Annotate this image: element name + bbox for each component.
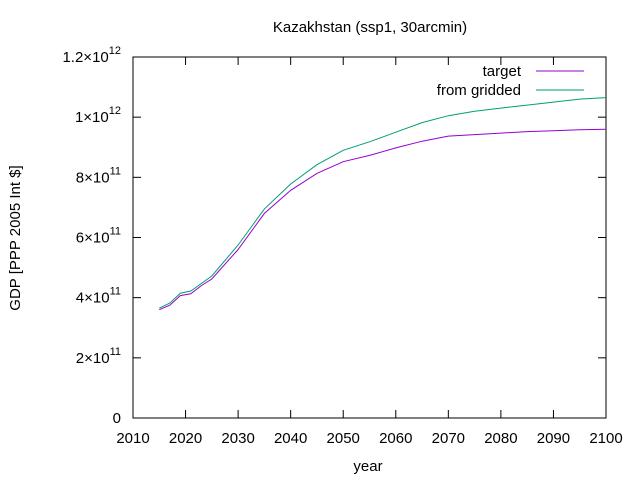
x-tick-label: 2020: [169, 430, 202, 447]
series-lines: [159, 97, 607, 311]
y-tick-label: 6×1011: [76, 226, 121, 247]
y-tick-label: 1.2×1012: [62, 45, 121, 66]
x-tick-label: 2030: [221, 430, 254, 447]
plot-frame: [132, 56, 607, 419]
x-axis-ticks: 2010 2020 2030 2040 2050 2060 2070 2080 2090 2100: [116, 57, 623, 447]
chart-title: Kazakhstan (ssp1, 30arcmin): [273, 19, 467, 36]
legend-label: target: [483, 63, 522, 80]
x-tick-label: 2100: [589, 430, 622, 447]
x-tick-label: 2010: [116, 430, 149, 447]
x-axis-label: year: [353, 458, 382, 475]
x-tick-label: 2040: [274, 430, 307, 447]
x-tick-label: 2090: [537, 430, 570, 447]
x-tick-label: 2080: [484, 430, 517, 447]
y-tick-label: 1×1012: [75, 105, 121, 126]
y-tick-label: 2×1011: [76, 346, 121, 367]
y-tick-label: 8×1011: [76, 165, 121, 186]
x-tick-label: 2050: [327, 430, 360, 447]
plot-border: [132, 56, 607, 419]
x-tick-label: 2060: [379, 430, 412, 447]
y-tick-label: 0: [113, 410, 121, 427]
y-axis-ticks: 0 2×1011 4×1011 6×1011 8×1011 1×1012 1.2×1012: [62, 45, 606, 427]
series-line-target: [159, 128, 607, 311]
legend: target from gridded: [437, 63, 584, 99]
series-line-from-gridded: [159, 97, 607, 309]
y-tick-label: 4×1011: [76, 286, 121, 307]
x-tick-label: 2070: [432, 430, 465, 447]
legend-label: from gridded: [437, 82, 521, 99]
y-axis-label: GDP [PPP 2005 Int $]: [7, 165, 24, 310]
